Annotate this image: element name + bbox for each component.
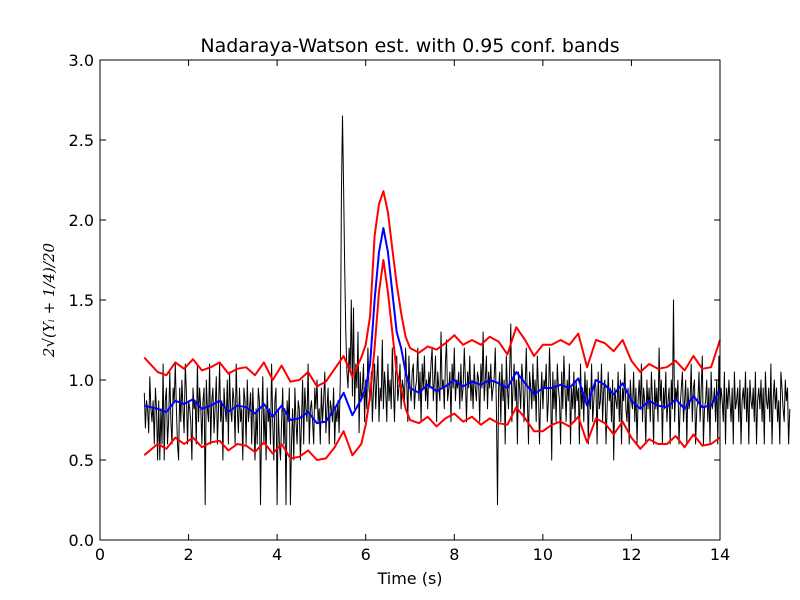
x-tick-label: 8 xyxy=(449,545,459,564)
x-axis-label: Time (s) xyxy=(376,569,442,588)
x-tick-label: 0 xyxy=(95,545,105,564)
y-tick-label: 0.5 xyxy=(69,451,94,470)
y-tick-label: 0.0 xyxy=(69,531,94,550)
chart-title: Nadaraya-Watson est. with 0.95 conf. ban… xyxy=(200,35,619,57)
x-tick-label: 6 xyxy=(361,545,371,564)
y-tick-label: 2.0 xyxy=(69,211,94,230)
x-tick-label: 2 xyxy=(183,545,193,564)
series-line-3 xyxy=(143,190,721,388)
series-line-4 xyxy=(143,259,721,461)
series-line-2 xyxy=(144,227,721,425)
x-tick-label: 14 xyxy=(710,545,730,564)
y-tick-label: 1.0 xyxy=(69,371,94,390)
y-tick-label: 2.5 xyxy=(69,131,94,150)
x-tick-label: 10 xyxy=(533,545,553,564)
x-tick-label: 4 xyxy=(272,545,282,564)
y-axis-label: 2√(Yᵢ + 1/4)/20 xyxy=(40,242,58,358)
y-tick-label: 3.0 xyxy=(69,51,94,70)
y-tick-label: 1.5 xyxy=(69,291,94,310)
x-tick-label: 12 xyxy=(621,545,641,564)
series-line-1 xyxy=(143,115,791,506)
series-layer xyxy=(143,115,791,506)
axis-layer: 0 2 4 6 8 10 12 14 0.0 0.5 1.0 1.5 2.0 2.5 3.0 xyxy=(69,51,731,564)
